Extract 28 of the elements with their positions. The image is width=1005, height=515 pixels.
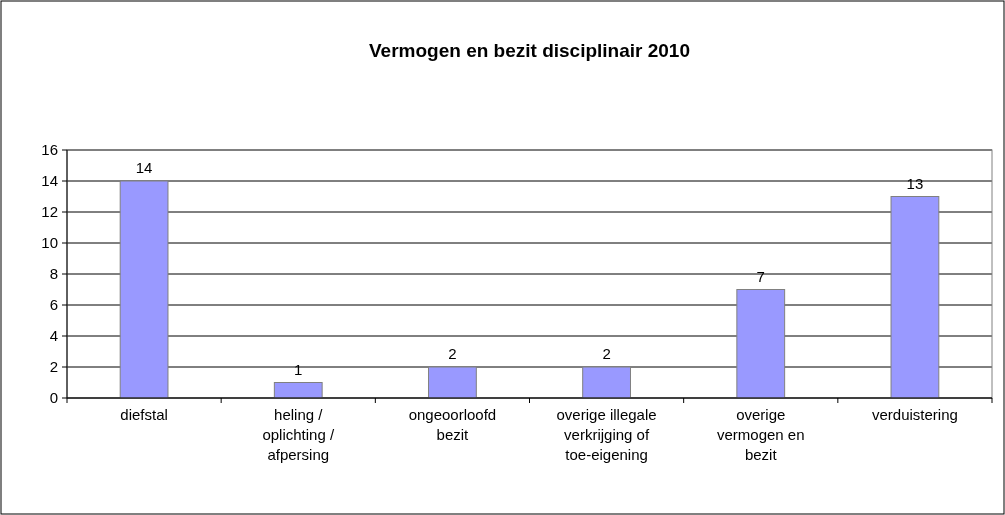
x-tick-label: diefstal	[120, 406, 168, 423]
y-tick-label: 16	[41, 141, 58, 159]
bar	[273, 382, 323, 399]
bar	[428, 366, 477, 399]
bar	[582, 366, 631, 399]
x-tick-label: ongeoorloofd bezit	[408, 406, 497, 443]
x-tick-label: overige illegale verkrijging of toe-eigening	[556, 406, 657, 463]
bar	[736, 289, 786, 399]
data-label: 1	[294, 360, 303, 378]
x-tick-label: heling / oplichting / afpersing	[262, 406, 335, 463]
x-tick-label: overige vermogen en bezit	[716, 406, 805, 463]
y-tick-label: 14	[41, 172, 58, 190]
y-tick-label: 10	[41, 234, 58, 252]
bar	[119, 180, 169, 399]
y-tick-label: 4	[49, 327, 58, 345]
y-tick-label: 12	[41, 203, 58, 221]
data-label: 13	[906, 174, 924, 192]
y-tick-label: 2	[49, 358, 58, 376]
y-tick-label: 6	[49, 296, 58, 314]
y-tick-label: 8	[49, 265, 58, 283]
y-tick-label: 0	[49, 389, 58, 407]
chart-title: Vermogen en bezit disciplinair 2010	[368, 40, 691, 61]
data-label: 2	[602, 345, 611, 362]
x-tick-label: verduistering	[871, 406, 958, 423]
data-label: 14	[135, 159, 153, 176]
data-label: 7	[756, 267, 765, 285]
data-label: 2	[448, 345, 457, 362]
bar	[890, 196, 940, 399]
